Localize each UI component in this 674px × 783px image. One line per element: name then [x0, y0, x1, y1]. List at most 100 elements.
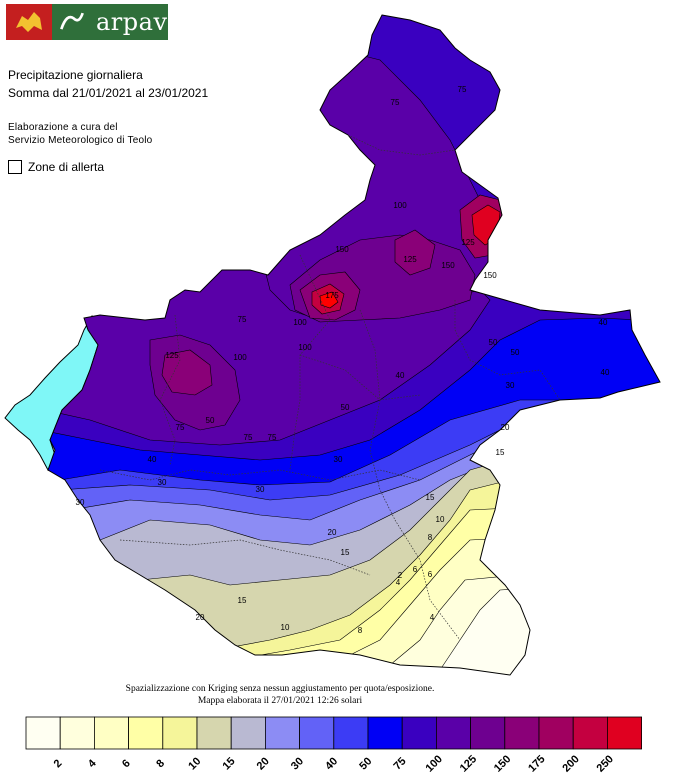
contour-label: 125 [403, 255, 417, 264]
scale-swatch [59, 716, 95, 750]
contour-label: 75 [268, 433, 277, 442]
scale-swatch [299, 716, 335, 750]
scale-label: 200 [560, 753, 581, 774]
scale-swatch [401, 716, 437, 750]
scale-label: 8 [154, 757, 167, 770]
method-note: Spazializzazione con Kriging senza nessu… [125, 684, 435, 694]
contour-label: 100 [393, 201, 407, 210]
scale-swatch [504, 716, 540, 750]
scale-label: 75 [392, 755, 409, 772]
map-title: Precipitazione giornaliera Somma dal 21/… [8, 66, 208, 102]
scale-label: 40 [323, 755, 340, 772]
precip-field [319, 291, 339, 309]
scale-label: 250 [595, 753, 616, 774]
contour-label: 4 [430, 613, 435, 622]
contour-label: 50 [206, 416, 215, 425]
contour-label: 50 [511, 348, 520, 357]
precip-field [161, 349, 213, 396]
contour-label: 100 [298, 343, 312, 352]
contour-label: 175 [325, 291, 339, 300]
zone-borders [99, 134, 561, 641]
contour-label: 125 [165, 351, 179, 360]
contour-label: 20 [196, 613, 205, 622]
contour-label: 10 [281, 623, 290, 632]
arpav-logo: arpav [6, 4, 168, 40]
precipitation-fields [48, 15, 660, 675]
contour-label: 15 [238, 596, 247, 605]
contour-label: 15 [341, 548, 350, 557]
credit-line-1: Elaborazione a cura del [8, 122, 118, 133]
zone-toggle[interactable]: Zone di allerta [8, 160, 104, 174]
scale-label: 2 [52, 757, 65, 770]
credit-line-2: Servizio Meteorologico di Teolo [8, 135, 153, 146]
timestamp-note: Mappa elaborata il 27/01/2021 12:26 sola… [197, 696, 363, 706]
contour-label: 50 [341, 403, 350, 412]
contour-label: 50 [489, 338, 498, 347]
scale-swatch [572, 716, 608, 750]
scale-swatch [607, 716, 643, 750]
scale-swatch [94, 716, 130, 750]
scale-label: 10 [186, 755, 203, 772]
contour-label: 20 [501, 423, 510, 432]
contour-label: 150 [335, 245, 349, 254]
contour-label: 40 [148, 455, 157, 464]
contour-labels: 75 75 100 150 125 150 175 125 150 100 75 75 125 100 75… [76, 85, 610, 635]
precip-field [394, 229, 436, 276]
contour-label: 30 [506, 381, 515, 390]
scale-swatch [333, 716, 369, 750]
contour-label: 6 [428, 570, 433, 579]
zone-toggle-checkbox[interactable] [8, 160, 22, 174]
scale-swatch [367, 716, 403, 750]
zone-toggle-label: Zone di allerta [28, 160, 105, 174]
scale-label: 100 [424, 753, 445, 774]
wave-mark-icon [52, 4, 92, 40]
scale-swatch [25, 716, 61, 750]
credit: Elaborazione a cura del Servizio Meteoro… [8, 121, 152, 147]
scale-swatch [196, 716, 232, 750]
scale-label: 6 [120, 757, 133, 770]
title-line-2: Somma dal 21/01/2021 al 23/01/2021 [8, 86, 209, 100]
contour-label: 75 [458, 85, 467, 94]
color-scale-legend: 2 4 6 8 10 15 20 30 40 50 75 100 125 150 175 200 250 [25, 716, 643, 775]
precipitation-map: 75 75 100 150 125 150 175 125 150 100 75 75 125 100 75… [4, 14, 661, 676]
scale-swatch [230, 716, 266, 750]
contour-label: 8 [428, 533, 433, 542]
footnote: Spazializzazione con Kriging senza nessu… [0, 683, 560, 707]
contour-label: 75 [244, 433, 253, 442]
scale-label: 4 [86, 757, 99, 770]
scale-swatch [470, 716, 506, 750]
contour-label: 30 [76, 498, 85, 507]
contour-label: 125 [461, 238, 475, 247]
contour-label: 10 [436, 515, 445, 524]
scale-label: 50 [357, 755, 374, 772]
contour-label: 75 [176, 423, 185, 432]
contour-label: 40 [601, 368, 610, 377]
scale-label: 30 [289, 755, 306, 772]
contour-label: 8 [358, 626, 363, 635]
contour-label: 40 [396, 371, 405, 380]
scale-label: 20 [255, 755, 272, 772]
contour-label: 30 [158, 478, 167, 487]
contour-label: 15 [426, 493, 435, 502]
lion-emblem-icon [6, 4, 52, 40]
contour-label: 4 [396, 578, 401, 587]
contour-label: 30 [256, 485, 265, 494]
contour-label: 150 [441, 261, 455, 270]
scale-swatch [538, 716, 574, 750]
contour-label: 20 [328, 528, 337, 537]
logo-text: arpav [96, 8, 168, 36]
contour-label: 40 [599, 318, 608, 327]
scale-swatch [162, 716, 198, 750]
scale-swatch [264, 716, 300, 750]
contour-label: 100 [293, 318, 307, 327]
scale-swatch [435, 716, 471, 750]
contour-label: 15 [496, 448, 505, 457]
contour-label: 30 [334, 455, 343, 464]
contour-label: 75 [238, 315, 247, 324]
contour-label: 100 [233, 353, 247, 362]
scale-label: 150 [492, 753, 513, 774]
scale-label: 125 [458, 753, 479, 774]
contour-label: 2 [398, 571, 403, 580]
scale-label: 175 [526, 753, 547, 774]
contour-label: 75 [391, 98, 400, 107]
